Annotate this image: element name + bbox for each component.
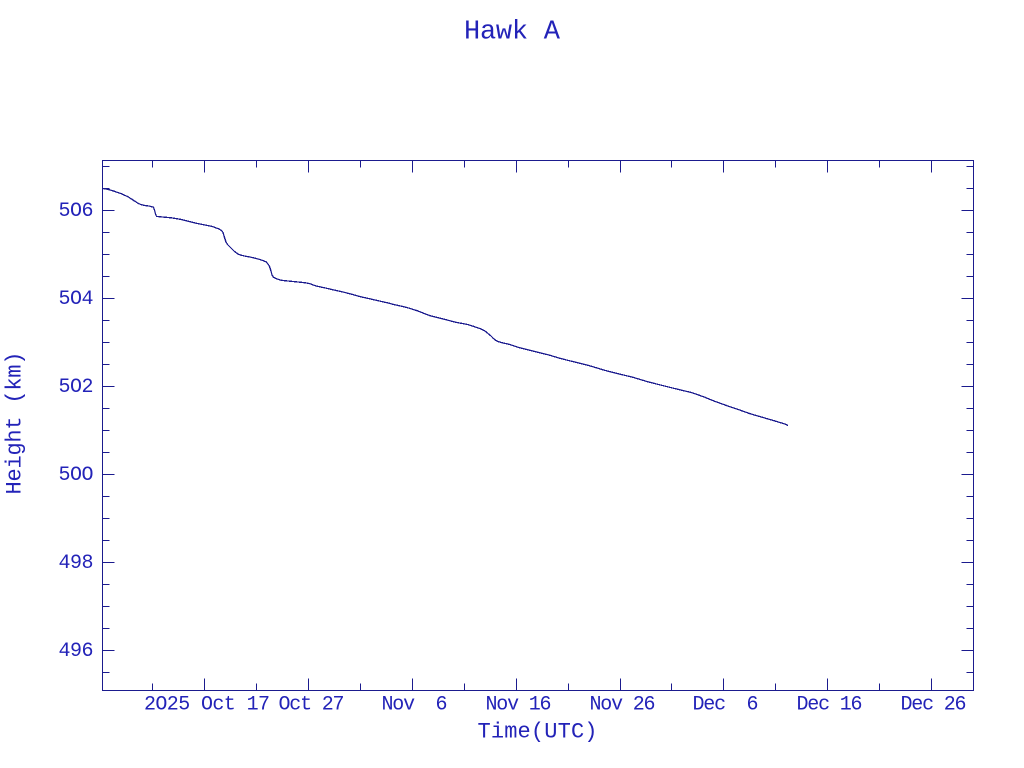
svg-text:Nov 6: Nov 6 [382,694,448,717]
svg-text:5OO: 5OO [59,464,94,487]
svg-text:5O2: 5O2 [59,376,94,399]
svg-text:5O6: 5O6 [59,200,94,223]
svg-text:5O4: 5O4 [59,288,94,311]
svg-text:Dec 6: Dec 6 [693,694,759,717]
svg-text:498: 498 [59,552,94,575]
svg-text:Nov 16: Nov 16 [486,694,552,717]
svg-text:2O25 Oct 17: 2O25 Oct 17 [144,694,270,717]
svg-text:Height (km): Height (km) [3,352,28,495]
svg-text:Hawk A: Hawk A [464,18,561,48]
svg-text:Time(UTC): Time(UTC) [478,720,598,745]
svg-text:Dec 16: Dec 16 [797,694,863,717]
svg-text:Dec 26: Dec 26 [901,694,967,717]
svg-text:Nov 26: Nov 26 [590,694,656,717]
svg-text:Oct 27: Oct 27 [279,694,345,717]
svg-text:496: 496 [59,640,94,663]
